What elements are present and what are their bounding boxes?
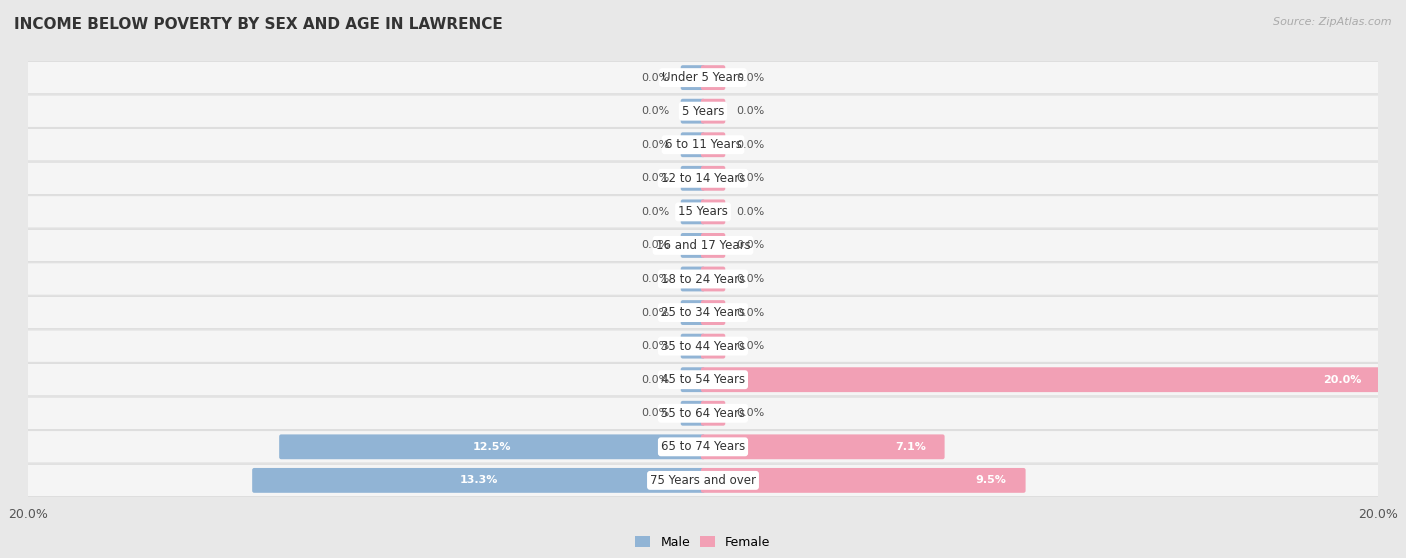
Text: 0.0%: 0.0% bbox=[641, 174, 669, 184]
Text: 0.0%: 0.0% bbox=[641, 73, 669, 83]
Text: 0.0%: 0.0% bbox=[641, 106, 669, 116]
FancyBboxPatch shape bbox=[702, 233, 725, 258]
FancyBboxPatch shape bbox=[24, 196, 1382, 228]
Text: 75 Years and over: 75 Years and over bbox=[650, 474, 756, 487]
Text: 12.5%: 12.5% bbox=[472, 442, 512, 452]
FancyBboxPatch shape bbox=[681, 401, 704, 426]
Text: 0.0%: 0.0% bbox=[641, 274, 669, 284]
Text: 0.0%: 0.0% bbox=[737, 274, 765, 284]
Text: 0.0%: 0.0% bbox=[737, 73, 765, 83]
FancyBboxPatch shape bbox=[702, 65, 725, 90]
FancyBboxPatch shape bbox=[681, 132, 704, 157]
Text: 0.0%: 0.0% bbox=[737, 106, 765, 116]
Text: 5 Years: 5 Years bbox=[682, 105, 724, 118]
Text: 0.0%: 0.0% bbox=[641, 408, 669, 418]
Text: 13.3%: 13.3% bbox=[460, 475, 498, 485]
Text: Under 5 Years: Under 5 Years bbox=[662, 71, 744, 84]
Text: 0.0%: 0.0% bbox=[737, 140, 765, 150]
FancyBboxPatch shape bbox=[681, 267, 704, 291]
FancyBboxPatch shape bbox=[702, 300, 725, 325]
Text: 0.0%: 0.0% bbox=[641, 341, 669, 351]
FancyBboxPatch shape bbox=[681, 99, 704, 124]
Text: 0.0%: 0.0% bbox=[737, 207, 765, 217]
FancyBboxPatch shape bbox=[702, 99, 725, 124]
FancyBboxPatch shape bbox=[24, 61, 1382, 94]
Text: 0.0%: 0.0% bbox=[641, 374, 669, 384]
Text: 0.0%: 0.0% bbox=[737, 341, 765, 351]
FancyBboxPatch shape bbox=[702, 334, 725, 359]
FancyBboxPatch shape bbox=[681, 166, 704, 191]
Text: 16 and 17 Years: 16 and 17 Years bbox=[655, 239, 751, 252]
FancyBboxPatch shape bbox=[24, 229, 1382, 262]
Text: INCOME BELOW POVERTY BY SEX AND AGE IN LAWRENCE: INCOME BELOW POVERTY BY SEX AND AGE IN L… bbox=[14, 17, 503, 32]
Text: 0.0%: 0.0% bbox=[737, 240, 765, 251]
FancyBboxPatch shape bbox=[681, 233, 704, 258]
Text: 25 to 34 Years: 25 to 34 Years bbox=[661, 306, 745, 319]
FancyBboxPatch shape bbox=[702, 199, 725, 224]
Text: 0.0%: 0.0% bbox=[737, 307, 765, 318]
FancyBboxPatch shape bbox=[24, 296, 1382, 329]
FancyBboxPatch shape bbox=[681, 334, 704, 359]
Text: 0.0%: 0.0% bbox=[737, 174, 765, 184]
Text: 65 to 74 Years: 65 to 74 Years bbox=[661, 440, 745, 453]
FancyBboxPatch shape bbox=[702, 132, 725, 157]
FancyBboxPatch shape bbox=[24, 364, 1382, 396]
Text: 0.0%: 0.0% bbox=[737, 408, 765, 418]
FancyBboxPatch shape bbox=[702, 468, 1025, 493]
Text: 45 to 54 Years: 45 to 54 Years bbox=[661, 373, 745, 386]
Text: 35 to 44 Years: 35 to 44 Years bbox=[661, 340, 745, 353]
Text: 12 to 14 Years: 12 to 14 Years bbox=[661, 172, 745, 185]
Text: 0.0%: 0.0% bbox=[641, 140, 669, 150]
Text: 7.1%: 7.1% bbox=[894, 442, 925, 452]
FancyBboxPatch shape bbox=[702, 367, 1379, 392]
Text: Source: ZipAtlas.com: Source: ZipAtlas.com bbox=[1274, 17, 1392, 27]
FancyBboxPatch shape bbox=[252, 468, 704, 493]
FancyBboxPatch shape bbox=[24, 162, 1382, 194]
Text: 55 to 64 Years: 55 to 64 Years bbox=[661, 407, 745, 420]
Text: 0.0%: 0.0% bbox=[641, 207, 669, 217]
Text: 9.5%: 9.5% bbox=[976, 475, 1007, 485]
FancyBboxPatch shape bbox=[24, 464, 1382, 497]
FancyBboxPatch shape bbox=[24, 330, 1382, 362]
FancyBboxPatch shape bbox=[681, 367, 704, 392]
FancyBboxPatch shape bbox=[24, 397, 1382, 429]
FancyBboxPatch shape bbox=[280, 434, 704, 459]
FancyBboxPatch shape bbox=[24, 95, 1382, 127]
Text: 0.0%: 0.0% bbox=[641, 240, 669, 251]
FancyBboxPatch shape bbox=[681, 65, 704, 90]
FancyBboxPatch shape bbox=[24, 431, 1382, 463]
Text: 18 to 24 Years: 18 to 24 Years bbox=[661, 272, 745, 286]
FancyBboxPatch shape bbox=[24, 263, 1382, 295]
FancyBboxPatch shape bbox=[702, 166, 725, 191]
FancyBboxPatch shape bbox=[24, 129, 1382, 161]
FancyBboxPatch shape bbox=[681, 199, 704, 224]
Text: 15 Years: 15 Years bbox=[678, 205, 728, 218]
Text: 6 to 11 Years: 6 to 11 Years bbox=[665, 138, 741, 151]
FancyBboxPatch shape bbox=[702, 401, 725, 426]
FancyBboxPatch shape bbox=[681, 300, 704, 325]
Text: 20.0%: 20.0% bbox=[1323, 374, 1361, 384]
Text: 0.0%: 0.0% bbox=[641, 307, 669, 318]
FancyBboxPatch shape bbox=[702, 267, 725, 291]
Legend: Male, Female: Male, Female bbox=[630, 531, 776, 554]
FancyBboxPatch shape bbox=[702, 434, 945, 459]
